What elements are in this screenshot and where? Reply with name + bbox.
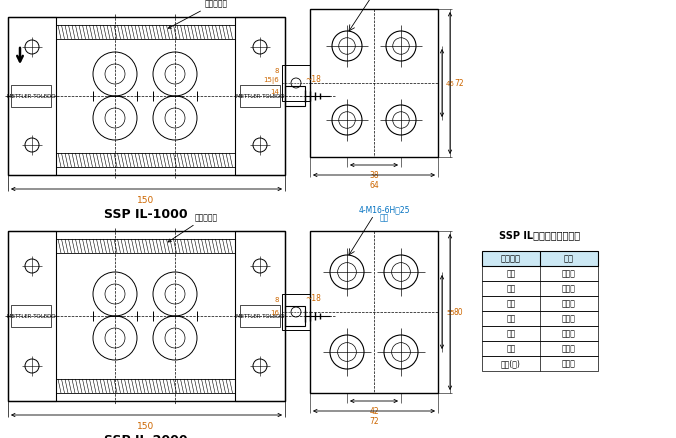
Text: 黄色(长): 黄色(长)	[501, 359, 521, 367]
Bar	[11, 305, 51, 327]
Bar	[482, 311, 598, 326]
Bar	[8, 231, 285, 401]
Bar	[285, 87, 305, 107]
Text: 防水密封胶: 防水密封胶	[168, 212, 218, 242]
Text: 电缆颜色: 电缆颜色	[501, 254, 521, 263]
Text: 正信号: 正信号	[562, 329, 576, 338]
Bar	[482, 341, 598, 356]
Text: 46: 46	[446, 81, 455, 87]
Text: 42: 42	[369, 406, 379, 415]
Bar	[11, 86, 51, 108]
Text: METTLER TOLEDO: METTLER TOLEDO	[236, 314, 285, 319]
Text: 15|6: 15|6	[263, 76, 279, 83]
Text: 150: 150	[137, 195, 155, 205]
Text: 55: 55	[446, 309, 455, 315]
Text: 8: 8	[274, 68, 279, 74]
Text: 14: 14	[270, 89, 279, 95]
Text: 72: 72	[369, 416, 379, 425]
Bar	[482, 266, 598, 281]
Text: SSP IL-1000: SSP IL-1000	[104, 208, 188, 220]
Text: ~18: ~18	[305, 74, 321, 83]
Bar	[8, 231, 56, 401]
Text: 绿色: 绿色	[506, 269, 516, 278]
Bar	[482, 326, 598, 341]
Text: 负反馈: 负反馈	[562, 314, 576, 323]
Text: 38: 38	[369, 171, 379, 180]
Text: 屏蔽线: 屏蔽线	[562, 359, 576, 367]
Text: METTLER TOLEDO: METTLER TOLEDO	[7, 94, 55, 99]
Text: 防水密封胶: 防水密封胶	[168, 0, 228, 29]
Bar	[56, 379, 235, 393]
Text: METTLER TOLEDO: METTLER TOLEDO	[7, 314, 55, 319]
Text: 定义: 定义	[564, 254, 574, 263]
Bar	[56, 240, 235, 254]
Bar	[240, 305, 280, 327]
Text: 72: 72	[454, 79, 464, 88]
Text: 黄色: 黄色	[506, 299, 516, 308]
Text: 64: 64	[369, 180, 379, 190]
Text: 蓝色: 蓝色	[506, 314, 516, 323]
Text: ~18: ~18	[305, 294, 321, 303]
Bar	[56, 26, 235, 40]
Bar	[8, 18, 285, 176]
Text: 4-M16-6H淲25: 4-M16-6H淲25	[358, 205, 410, 213]
Bar	[310, 10, 438, 158]
Bar	[8, 18, 56, 176]
Text: 黑色: 黑色	[506, 284, 516, 293]
Bar	[310, 231, 438, 393]
Bar	[282, 66, 310, 102]
Text: 150: 150	[137, 421, 155, 430]
Bar	[235, 18, 285, 176]
Bar	[56, 154, 235, 168]
Bar	[285, 306, 305, 326]
Text: 两端: 两端	[379, 212, 389, 222]
Bar	[282, 294, 310, 330]
Bar	[482, 356, 598, 371]
Text: 正激励: 正激励	[562, 269, 576, 278]
Text: 8: 8	[274, 297, 279, 302]
Bar	[235, 231, 285, 401]
Text: 负激励: 负激励	[562, 284, 576, 293]
Bar	[482, 251, 598, 266]
Text: SSP IL-2000: SSP IL-2000	[104, 433, 188, 438]
Text: 红色: 红色	[506, 344, 516, 353]
Text: 80: 80	[454, 308, 464, 317]
Text: 正反馈: 正反馈	[562, 299, 576, 308]
Text: METTLER TOLEDO: METTLER TOLEDO	[236, 94, 285, 99]
Bar	[482, 297, 598, 311]
Text: 16: 16	[270, 309, 279, 315]
Text: SSP IL传感器电缆线色标: SSP IL传感器电缆线色标	[500, 230, 581, 240]
Text: 负信号: 负信号	[562, 344, 576, 353]
Bar	[482, 281, 598, 297]
Bar	[240, 86, 280, 108]
Text: 白色: 白色	[506, 329, 516, 338]
